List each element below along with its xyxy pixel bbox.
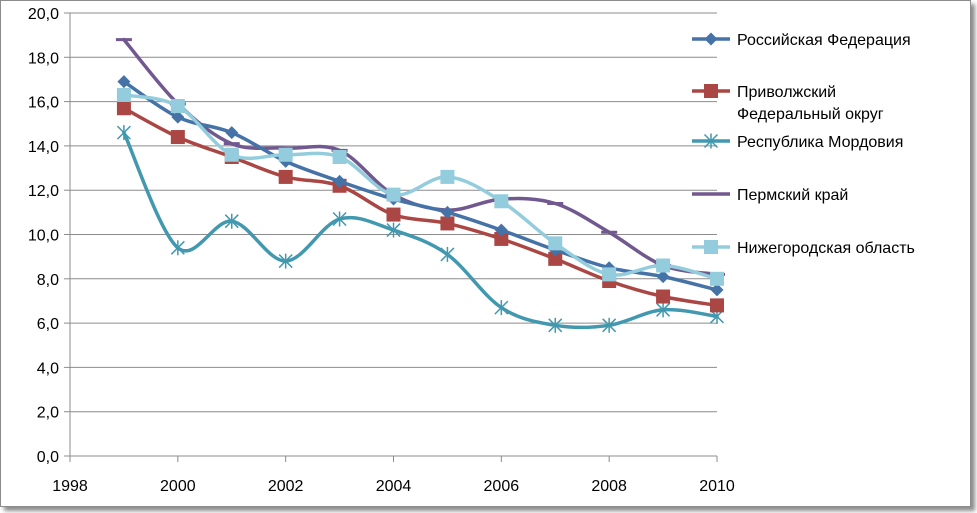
data-point (116, 101, 131, 116)
data-point (225, 126, 239, 140)
data-point (602, 267, 617, 282)
legend-marker (704, 240, 718, 254)
data-point (386, 207, 401, 222)
data-point (332, 211, 347, 227)
legend-entry-1: Российская Федерация (692, 32, 911, 49)
data-point (117, 75, 131, 89)
data-point (332, 149, 347, 164)
data-point (224, 147, 239, 162)
legend-label: Приволжский (737, 84, 836, 101)
y-tick-label: 12,0 (28, 183, 59, 200)
data-point (116, 125, 131, 141)
data-point (494, 223, 508, 237)
data-point (602, 317, 617, 333)
legend-entry-4: Пермский край (692, 187, 848, 204)
legend: Российская Федерация Приволжский Федеральн… (692, 32, 915, 257)
data-point (710, 271, 724, 286)
data-point (656, 270, 670, 284)
data-point (548, 317, 563, 333)
x-tick-label: 2010 (699, 478, 735, 495)
y-tick-label: 14,0 (28, 139, 59, 156)
y-tick-label: 8,0 (37, 272, 59, 289)
data-point (710, 298, 724, 313)
data-point (170, 240, 185, 256)
series-line (122, 130, 719, 330)
x-axis-tick-labels: 1998 2000 2002 2004 2006 2008 2010 (52, 478, 735, 495)
y-tick-label: 6,0 (37, 316, 59, 333)
legend-entry-3: Республика Мордовия (692, 133, 903, 151)
x-tick-label: 2002 (268, 478, 304, 495)
y-tick-label: 0,0 (37, 449, 59, 466)
legend-entry-2: Приволжский Федеральный округ (692, 84, 884, 123)
data-point (710, 283, 724, 297)
legend-label: Нижегородская область (737, 240, 915, 257)
data-point (440, 169, 455, 184)
y-tick-label: 16,0 (28, 95, 59, 112)
data-point (656, 289, 671, 304)
legend-label: Российская Федерация (737, 32, 911, 49)
line-chart: 0,02,04,06,08,010,012,014,016,018,020,0 … (28, 6, 915, 495)
legend-entry-5: Нижегородская область (692, 240, 915, 257)
data-point (440, 246, 455, 262)
data-point (386, 222, 401, 238)
y-tick-label: 10,0 (28, 228, 59, 245)
data-point (170, 130, 185, 145)
x-tick-label: 2000 (160, 478, 196, 495)
data-point (440, 205, 454, 219)
y-tick-label: 18,0 (28, 50, 59, 67)
series-line (122, 93, 719, 281)
y-axis-tick-labels: 0,0 2,0 4,0 6,0 8,0 10,0 12,0 14,0 16,0 18,0 20,0 (28, 6, 59, 466)
data-point (548, 251, 563, 266)
data-point (224, 213, 239, 229)
data-point (386, 187, 401, 202)
data-point (494, 194, 509, 209)
legend-label: Республика Мордовия (737, 134, 903, 151)
series-5 (116, 87, 724, 286)
data-point (170, 99, 185, 114)
legend-label: Пермский край (737, 187, 848, 204)
data-point (494, 231, 509, 246)
data-point (656, 258, 671, 273)
series-group (115, 37, 725, 333)
data-point (278, 169, 293, 184)
legend-label: Федеральный округ (737, 106, 884, 123)
x-tick-label: 2006 (484, 478, 520, 495)
data-point (333, 174, 347, 188)
data-point (548, 236, 563, 251)
data-point (171, 110, 185, 124)
data-point (656, 302, 671, 318)
x-tick-label: 1998 (52, 478, 88, 495)
x-tick-label: 2008 (591, 478, 627, 495)
axes (64, 12, 718, 462)
legend-marker (703, 133, 719, 149)
data-point (494, 300, 509, 316)
data-point (116, 87, 131, 102)
legend-marker (704, 84, 718, 98)
data-point (440, 216, 455, 231)
series-3 (116, 125, 725, 333)
data-point (278, 253, 293, 269)
x-tick-label: 2004 (376, 478, 412, 495)
data-point (278, 147, 293, 162)
y-tick-label: 4,0 (37, 360, 59, 377)
y-tick-label: 20,0 (28, 6, 59, 23)
legend-marker (704, 32, 718, 46)
y-tick-label: 2,0 (37, 405, 59, 422)
